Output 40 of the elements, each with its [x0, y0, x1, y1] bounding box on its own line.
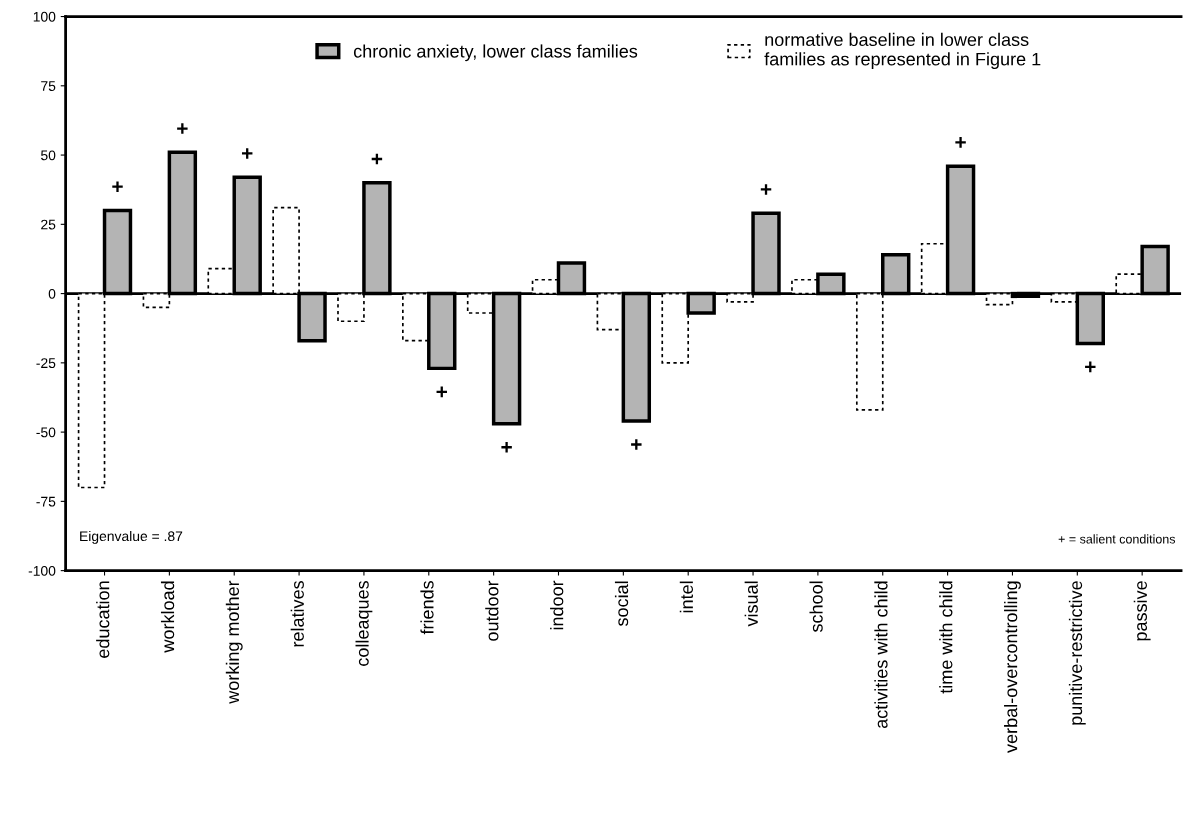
- y-tick-label: -100: [28, 565, 56, 576]
- annotation: +: [112, 181, 123, 192]
- x-tick-label: education: [96, 581, 110, 658]
- y-tick-label: 25: [41, 219, 56, 230]
- annotation: +: [436, 386, 447, 398]
- legend-label: chronic anxiety, lower class families: [353, 44, 638, 62]
- x-tick-label: school: [809, 581, 823, 633]
- y-tick-label: -75: [36, 496, 56, 507]
- x-tick-label: working mother: [225, 580, 243, 704]
- y-tick-label: 100: [33, 11, 56, 22]
- legend-label: normative baseline in lower class families as represented in Figure 1: [764, 32, 1041, 70]
- x-tick-label: visual: [744, 581, 758, 627]
- annotation: +: [760, 184, 772, 195]
- annotation: +: [241, 148, 253, 159]
- annotation: Eigenvalue = .87: [80, 530, 183, 544]
- annotation: +: [177, 123, 188, 134]
- x-tick-label: outdoor: [485, 580, 499, 641]
- x-tick-label: activities with child: [874, 581, 888, 729]
- annotation: +: [371, 153, 383, 165]
- x-tick-label: workload: [160, 581, 175, 653]
- x-tick-label: colleaques: [355, 581, 373, 666]
- x-tick-label: friends: [420, 581, 434, 635]
- y-tick-label: 0: [48, 288, 56, 299]
- x-tick-label: intel: [679, 581, 694, 613]
- x-tick-label: relatives: [290, 581, 304, 647]
- annotation: +: [955, 137, 966, 148]
- annotation: +: [1085, 361, 1096, 373]
- x-tick-label: social: [614, 581, 629, 627]
- y-tick-label: 75: [41, 81, 56, 91]
- y-tick-label: 50: [41, 150, 56, 161]
- x-tick-label: passive: [1133, 581, 1151, 641]
- annotation: +: [631, 439, 642, 450]
- x-tick-label: time with child: [939, 581, 953, 694]
- x-tick-label: verbal-overcontrolling: [1004, 581, 1021, 753]
- x-tick-label: punitive-restrictive: [1068, 581, 1086, 725]
- y-tick-label: -25: [36, 358, 56, 369]
- y-tick-label: -50: [36, 427, 56, 438]
- x-tick-label: indoor: [550, 580, 564, 630]
- annotation: + = salient conditions: [1058, 534, 1176, 544]
- annotation: +: [501, 441, 512, 453]
